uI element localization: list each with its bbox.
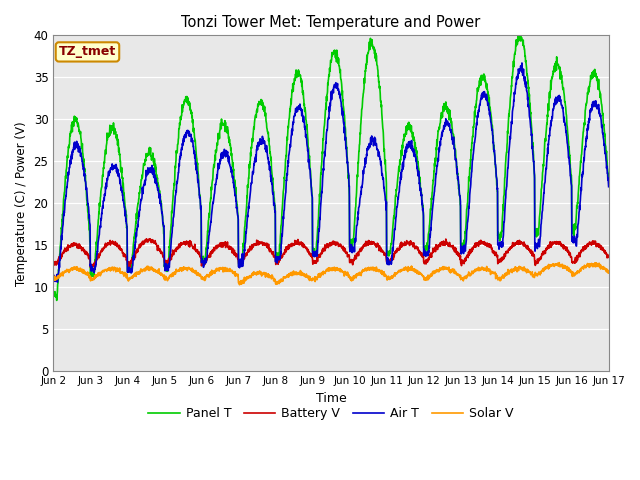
Panel T (348, 240, 355, 246)
Line: Battery V: Battery V (53, 239, 609, 268)
Panel T (572, 224, 579, 229)
Text: TZ_tmet: TZ_tmet (59, 46, 116, 59)
Panel T (52, 298, 60, 303)
Line: Panel T: Panel T (53, 31, 609, 300)
Panel T (605, 176, 612, 182)
Solar V (236, 282, 243, 288)
Solar V (572, 271, 579, 277)
Battery V (205, 253, 212, 259)
Battery V (348, 258, 355, 264)
Battery V (87, 265, 95, 271)
Air T (605, 184, 612, 190)
Battery V (572, 254, 579, 260)
Air T (360, 168, 367, 173)
Air T (348, 244, 355, 250)
Solar V (348, 275, 355, 280)
Solar V (49, 275, 57, 281)
Panel T (49, 291, 57, 297)
Battery V (143, 236, 150, 241)
Solar V (204, 274, 212, 279)
Air T (556, 98, 564, 104)
Line: Air T: Air T (53, 63, 609, 282)
Battery V (49, 261, 57, 266)
Battery V (605, 254, 612, 260)
Panel T (493, 175, 500, 181)
Air T (518, 60, 526, 66)
Solar V (360, 267, 367, 273)
Air T (205, 240, 212, 246)
Panel T (360, 91, 367, 96)
Battery V (556, 241, 564, 247)
Panel T (516, 28, 524, 34)
Air T (572, 237, 579, 243)
Legend: Panel T, Battery V, Air T, Solar V: Panel T, Battery V, Air T, Solar V (143, 402, 518, 425)
Air T (49, 278, 57, 284)
Battery V (360, 242, 367, 248)
Solar V (605, 270, 612, 276)
Line: Solar V: Solar V (53, 263, 609, 285)
Panel T (205, 217, 212, 223)
Y-axis label: Temperature (C) / Power (V): Temperature (C) / Power (V) (15, 121, 28, 286)
Panel T (556, 66, 564, 72)
Air T (493, 174, 500, 180)
Solar V (556, 264, 564, 270)
Battery V (493, 253, 500, 259)
X-axis label: Time: Time (316, 392, 346, 405)
Air T (54, 279, 61, 285)
Title: Tonzi Tower Met: Temperature and Power: Tonzi Tower Met: Temperature and Power (181, 15, 481, 30)
Solar V (556, 260, 563, 265)
Solar V (493, 273, 500, 279)
